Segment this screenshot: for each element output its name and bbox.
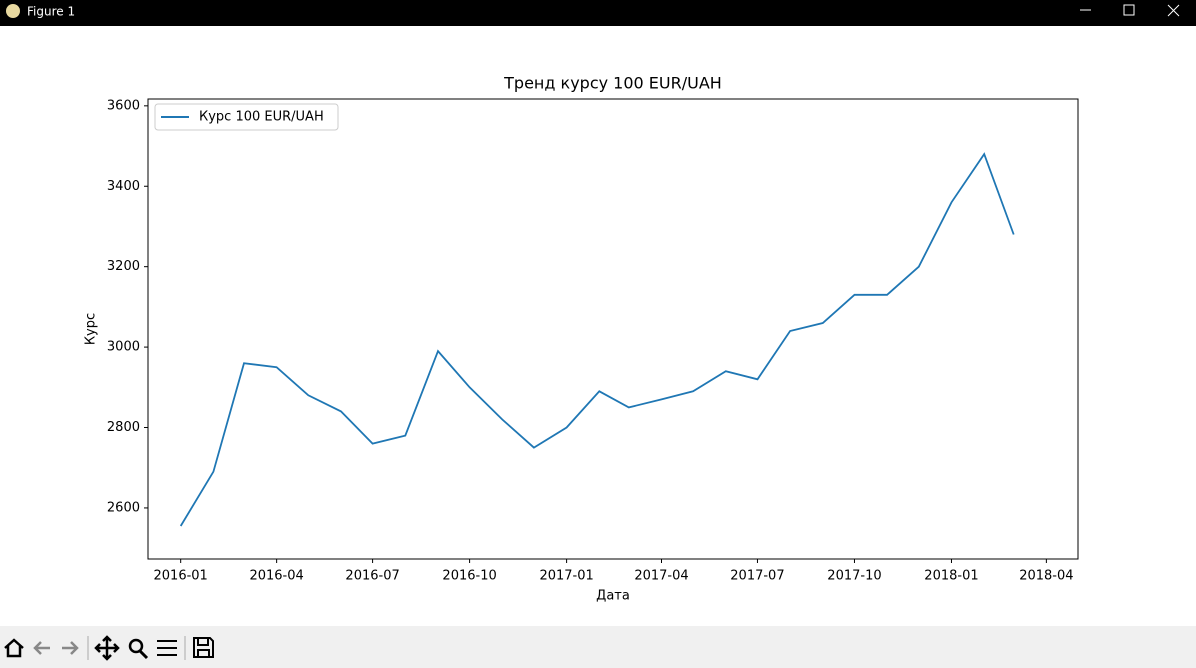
x-tick-label: 2016-04: [249, 569, 303, 584]
configure-button[interactable]: [157, 640, 177, 656]
close-button[interactable]: [1167, 4, 1180, 17]
chart-title: Тренд курсу 100 EUR/UAH: [503, 74, 722, 93]
y-tick-label: 2800: [107, 420, 140, 435]
x-tick-label: 2016-01: [154, 569, 208, 584]
zoom-button[interactable]: [128, 638, 144, 654]
series-line: [179, 152, 1015, 527]
y-tick-label: 3000: [107, 340, 140, 355]
plot-frame: [147, 98, 1079, 560]
zoom-handle: [138, 649, 149, 660]
forward-button[interactable]: [62, 641, 79, 655]
x-tick-label: 2017-04: [634, 569, 688, 584]
x-axis-label: Дата: [596, 589, 630, 604]
save-button[interactable]: [193, 637, 214, 658]
x-tick-label: 2016-10: [442, 569, 496, 584]
legend: Курс 100 EUR/UAH: [154, 103, 339, 131]
x-tick-label: 2016-07: [345, 569, 399, 584]
legend-box: [154, 103, 339, 131]
maximize-button[interactable]: [1123, 4, 1135, 16]
y-tick-label: 3600: [107, 98, 140, 113]
y-tick-label: 3400: [107, 179, 140, 194]
x-tick-label: 2018-01: [924, 569, 978, 584]
x-tick-label: 2017-07: [730, 569, 784, 584]
home-button[interactable]: [4, 638, 24, 658]
back-button[interactable]: [33, 641, 50, 655]
x-tick-label: 2017-01: [539, 569, 593, 584]
y-tick-label: 3200: [107, 259, 140, 274]
toolbar: [0, 626, 1196, 668]
app-icon: [6, 4, 20, 18]
y-tick-label: 2600: [107, 500, 140, 515]
x-tick-label: 2018-04: [1019, 569, 1073, 584]
pan-button[interactable]: [94, 635, 120, 661]
legend-label: Курс 100 EUR/UAH: [199, 110, 324, 125]
window-title: Figure 1: [27, 5, 75, 19]
y-axis-label: Курс: [84, 313, 99, 345]
title-bar: [0, 0, 1196, 26]
x-tick-label: 2017-10: [827, 569, 881, 584]
